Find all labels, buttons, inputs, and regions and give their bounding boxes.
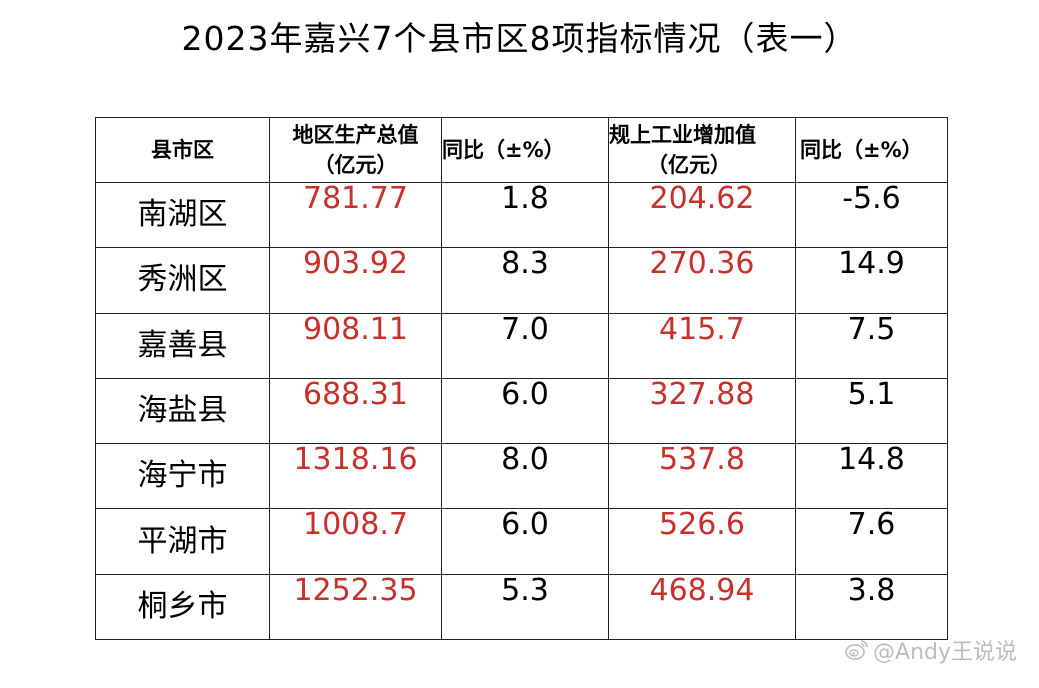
industry-value-cell: 537.8 <box>608 443 796 510</box>
table-row: 南湖区 781.77 1.8 204.62 -5.6 <box>95 181 948 249</box>
table-row: 秀洲区 903.92 8.3 270.36 14.9 <box>95 247 948 314</box>
header-industry-growth: 同比（±%） <box>795 117 948 183</box>
industry-value-cell: 327.88 <box>608 377 796 445</box>
region-cell: 海宁市 <box>95 443 270 510</box>
table-row: 海宁市 1318.16 8.0 537.8 14.8 <box>95 443 948 510</box>
region-cell: 秀洲区 <box>95 247 270 314</box>
industry-growth-cell: 14.8 <box>795 443 948 510</box>
industry-growth-cell: 3.8 <box>795 573 948 641</box>
industry-growth-cell: -5.6 <box>795 181 948 249</box>
header-region: 县市区 <box>95 117 270 183</box>
table-body: 南湖区 781.77 1.8 204.62 -5.6 秀洲区 903.92 8.3 270.36… <box>95 181 948 641</box>
header-industry-line2: （亿元） <box>647 153 731 177</box>
industry-value-cell: 270.36 <box>608 247 796 314</box>
industry-growth-cell: 5.1 <box>795 377 948 445</box>
gdp-growth-cell: 8.0 <box>441 443 609 510</box>
industry-growth-cell: 14.9 <box>795 247 948 314</box>
region-cell: 平湖市 <box>95 508 270 575</box>
table-row: 桐乡市 1252.35 5.3 468.94 3.8 <box>95 573 948 641</box>
region-cell: 海盐县 <box>95 377 270 445</box>
industry-value-cell: 204.62 <box>608 181 796 249</box>
gdp-growth-cell: 8.3 <box>441 247 609 314</box>
region-cell: 嘉善县 <box>95 312 270 379</box>
region-cell: 南湖区 <box>95 181 270 249</box>
table-header-row: 县市区 地区生产总值 （亿元） 同比（±%） 规上工业增加值 （亿元） 同比（±… <box>95 117 948 183</box>
table-row: 海盐县 688.31 6.0 327.88 5.1 <box>95 377 948 445</box>
gdp-value-cell: 688.31 <box>269 377 442 445</box>
industry-value-cell: 415.7 <box>608 312 796 379</box>
watermark-text: @Andy王说说 <box>873 640 1017 665</box>
gdp-value-cell: 1318.16 <box>269 443 442 510</box>
header-industry-line1: 规上工业增加值 <box>609 123 757 147</box>
industry-growth-cell: 7.6 <box>795 508 948 575</box>
gdp-growth-cell: 7.0 <box>441 312 609 379</box>
header-gdp: 地区生产总值 （亿元） <box>269 117 442 183</box>
gdp-growth-cell: 5.3 <box>441 573 609 641</box>
industry-value-cell: 526.6 <box>608 508 796 575</box>
weibo-logo-icon <box>845 640 868 660</box>
header-gdp-line2: （亿元） <box>313 153 398 177</box>
gdp-growth-cell: 6.0 <box>441 508 609 575</box>
header-gdp-line1: 地区生产总值 <box>292 123 419 147</box>
gdp-growth-cell: 6.0 <box>441 377 609 445</box>
gdp-value-cell: 781.77 <box>269 181 442 249</box>
header-industry: 规上工业增加值 （亿元） <box>608 117 796 183</box>
industry-value-cell: 468.94 <box>608 573 796 641</box>
gdp-value-cell: 1252.35 <box>269 573 442 641</box>
indicator-table: 县市区 地区生产总值 （亿元） 同比（±%） 规上工业增加值 （亿元） 同比（±… <box>95 117 948 641</box>
gdp-value-cell: 908.11 <box>269 312 442 379</box>
header-gdp-growth: 同比（±%） <box>441 117 609 183</box>
gdp-growth-cell: 1.8 <box>441 181 609 249</box>
industry-growth-cell: 7.5 <box>795 312 948 379</box>
watermark: @Andy王说说 <box>845 634 1017 666</box>
table-row: 嘉善县 908.11 7.0 415.7 7.5 <box>95 312 948 379</box>
gdp-value-cell: 1008.7 <box>269 508 442 575</box>
region-cell: 桐乡市 <box>95 573 270 641</box>
page-title: 2023年嘉兴7个县市区8项指标情况（表一） <box>181 19 858 58</box>
table-row: 平湖市 1008.7 6.0 526.6 7.6 <box>95 508 948 575</box>
gdp-value-cell: 903.92 <box>269 247 442 314</box>
